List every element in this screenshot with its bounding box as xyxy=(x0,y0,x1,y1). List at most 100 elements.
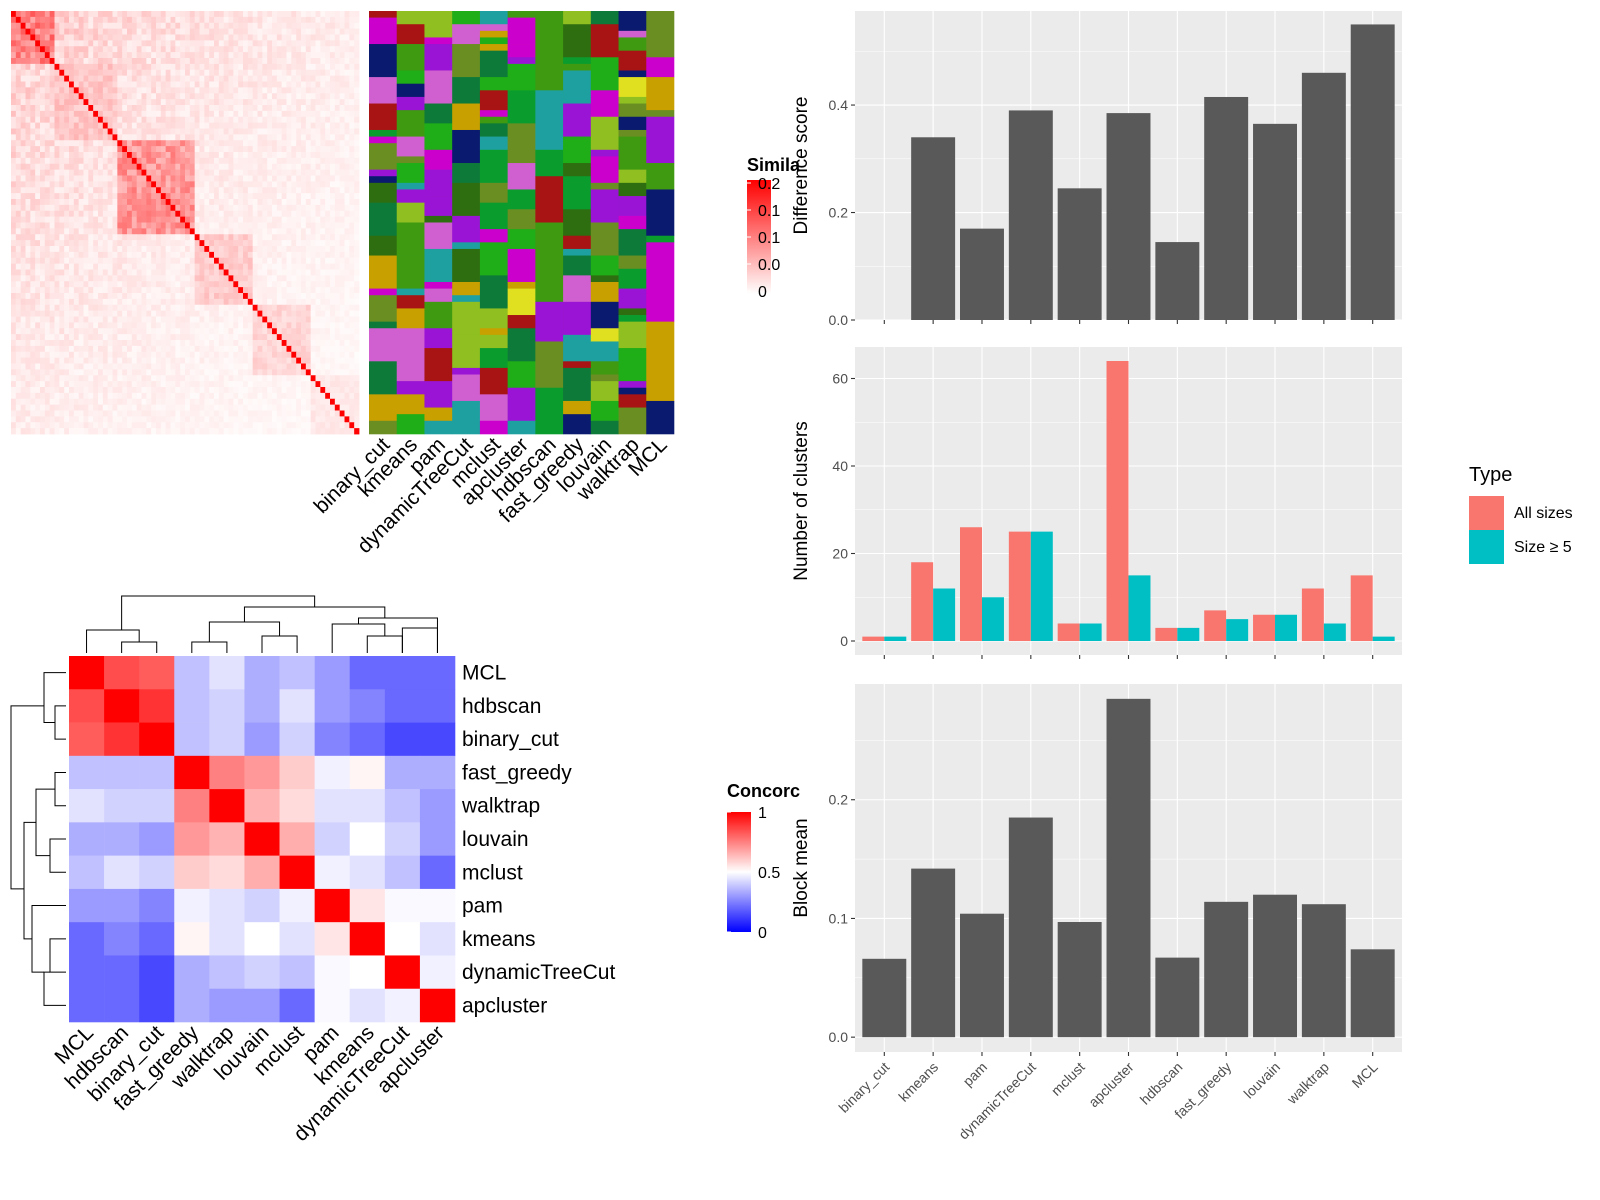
similarity-cell xyxy=(78,240,84,247)
similarity-cell xyxy=(165,16,171,24)
similarity-cell xyxy=(175,222,181,229)
similarity-cell xyxy=(127,146,133,153)
similarity-cell xyxy=(98,163,104,171)
similarity-cell xyxy=(354,69,360,77)
similarity-cell xyxy=(122,310,128,317)
similarity-cell xyxy=(107,34,113,41)
similarity-cell xyxy=(175,204,181,212)
similarity-cell xyxy=(349,287,355,294)
similarity-cell xyxy=(170,181,176,188)
similarity-cell xyxy=(107,410,113,417)
similarity-cell xyxy=(64,340,70,347)
similarity-cell xyxy=(54,275,60,282)
similarity-cell xyxy=(281,134,287,141)
similarity-cell xyxy=(354,11,360,18)
similarity-cell xyxy=(165,257,171,265)
similarity-cell xyxy=(344,46,350,53)
similarity-cell xyxy=(93,204,99,212)
similarity-cell xyxy=(44,404,51,411)
similarity-cell xyxy=(151,387,157,394)
similarity-cell xyxy=(73,122,80,129)
similarity-cell xyxy=(44,187,51,194)
similarity-cell xyxy=(218,22,225,30)
similarity-cell xyxy=(30,87,36,94)
similarity-cell xyxy=(122,257,128,265)
similarity-cell xyxy=(349,210,355,218)
similarity-cell xyxy=(325,58,331,65)
similarity-cell xyxy=(218,251,225,259)
similarity-cell xyxy=(204,275,210,282)
similarity-cell xyxy=(54,293,60,300)
similarity-cell xyxy=(54,216,60,223)
similarity-cell xyxy=(194,99,200,106)
similarity-cell xyxy=(301,87,307,94)
similarity-cell xyxy=(64,163,70,171)
similarity-cell xyxy=(146,398,152,406)
similarity-cell xyxy=(315,298,321,306)
similarity-cell xyxy=(117,410,123,417)
similarity-cell xyxy=(88,363,94,370)
similarity-cell xyxy=(296,357,302,364)
similarity-cell xyxy=(199,334,205,341)
similarity-cell xyxy=(247,34,254,41)
similarity-cell xyxy=(160,363,167,370)
similarity-cell xyxy=(88,105,94,112)
similarity-cell xyxy=(25,193,31,200)
similarity-cell xyxy=(252,316,258,323)
similarity-cell xyxy=(112,234,118,241)
similarity-cell xyxy=(165,28,171,35)
similarity-cell xyxy=(35,28,41,35)
similarity-cell xyxy=(165,175,171,182)
similarity-cell xyxy=(146,58,152,65)
similarity-cell xyxy=(78,11,84,18)
similarity-cell xyxy=(54,105,60,112)
similarity-cell xyxy=(315,392,321,400)
similarity-cell xyxy=(93,140,99,147)
similarity-cell xyxy=(170,275,176,282)
similarity-cell xyxy=(334,146,341,153)
similarity-cell xyxy=(199,122,205,129)
similarity-cell xyxy=(233,269,239,276)
similarity-cell xyxy=(330,93,336,100)
similarity-cell xyxy=(112,263,118,270)
similarity-cell xyxy=(156,310,162,317)
similarity-cell xyxy=(160,22,167,30)
similarity-cell xyxy=(214,193,220,200)
similarity-cell xyxy=(189,275,196,282)
similarity-cell xyxy=(344,193,350,200)
similarity-cell xyxy=(223,298,229,306)
similarity-cell xyxy=(320,199,326,206)
similarity-cell xyxy=(185,93,191,100)
similarity-cell xyxy=(160,110,167,118)
similarity-cell xyxy=(156,22,162,30)
similarity-cell xyxy=(160,304,167,312)
similarity-cell xyxy=(122,381,128,388)
similarity-cell xyxy=(107,128,113,135)
similarity-cell xyxy=(20,398,26,406)
similarity-cell xyxy=(257,322,263,329)
similarity-cell xyxy=(349,404,355,411)
similarity-cell xyxy=(25,240,31,247)
similarity-cell xyxy=(122,181,128,188)
similarity-cell xyxy=(40,357,46,364)
similarity-cell xyxy=(98,322,104,329)
similarity-cell xyxy=(349,281,355,288)
similarity-cell xyxy=(73,11,80,18)
similarity-cell xyxy=(93,128,99,135)
similarity-cell xyxy=(117,204,123,212)
similarity-cell xyxy=(78,375,84,382)
similarity-cell xyxy=(69,175,75,182)
similarity-cell xyxy=(189,169,196,176)
similarity-cell xyxy=(141,87,147,94)
similarity-cell xyxy=(131,28,138,35)
similarity-cell xyxy=(276,187,283,194)
similarity-cell xyxy=(156,181,162,188)
similarity-cell xyxy=(131,416,138,423)
similarity-cell xyxy=(228,257,234,265)
similarity-cell xyxy=(238,204,244,212)
similarity-cell xyxy=(257,216,263,223)
similarity-cell xyxy=(189,16,196,24)
similarity-cell xyxy=(11,146,17,153)
similarity-cell xyxy=(88,392,94,400)
similarity-cell xyxy=(122,146,128,153)
